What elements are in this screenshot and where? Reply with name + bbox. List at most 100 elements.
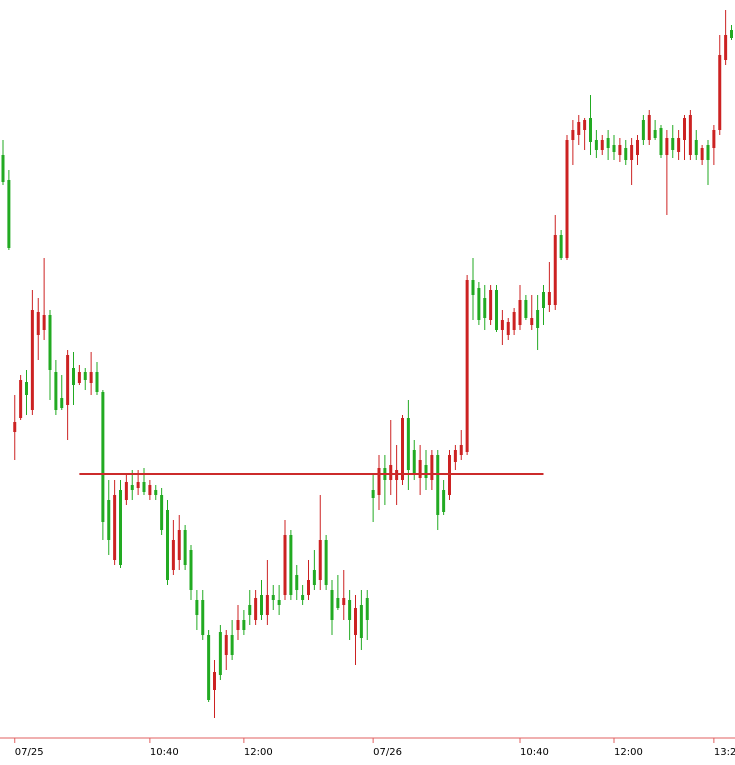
- x-tick-label: 10:40: [520, 747, 549, 758]
- candle-body: [612, 145, 616, 152]
- candle-body: [301, 595, 305, 600]
- candle-body: [218, 632, 222, 675]
- candle-body: [430, 455, 434, 480]
- candle-body: [412, 450, 416, 475]
- candle-body: [594, 140, 598, 150]
- candle-body: [230, 635, 234, 655]
- candle-body: [7, 180, 11, 248]
- candle-body: [518, 300, 522, 325]
- candle-body: [224, 635, 228, 655]
- candle-body: [130, 485, 134, 490]
- candle-body: [48, 315, 52, 370]
- x-tick-label: 07/26: [373, 747, 402, 758]
- candle-body: [13, 422, 17, 432]
- candle-body: [706, 145, 710, 160]
- candle-body: [506, 322, 510, 335]
- candle-body: [659, 128, 663, 155]
- candle-body: [483, 298, 487, 318]
- candle-body: [142, 482, 146, 492]
- candle-body: [559, 235, 563, 258]
- candle-body: [524, 300, 528, 318]
- candle-body: [342, 598, 346, 605]
- candle-body: [201, 600, 205, 635]
- candle-body: [77, 372, 81, 383]
- candle-body: [418, 460, 422, 478]
- candle-body: [19, 380, 23, 418]
- candle-body: [207, 635, 211, 700]
- candle-body: [547, 292, 551, 305]
- candle-body: [330, 590, 334, 620]
- candle-body: [283, 535, 287, 595]
- candle-body: [260, 595, 263, 615]
- candle-body: [242, 620, 246, 630]
- candle-body: [36, 312, 40, 335]
- candle-body: [571, 130, 575, 140]
- candle-body: [348, 600, 352, 620]
- candle-body: [324, 540, 328, 585]
- candle-body: [95, 372, 99, 392]
- candle-body: [600, 140, 604, 150]
- candle-body: [83, 372, 87, 380]
- candle-body: [553, 235, 557, 305]
- candle-body: [89, 372, 93, 383]
- candle-body: [694, 140, 698, 155]
- candle-body: [336, 598, 340, 608]
- candle-body: [154, 490, 158, 495]
- candle-body: [724, 35, 728, 60]
- candle-body: [465, 280, 469, 452]
- candle-body: [424, 465, 428, 478]
- candle-body: [577, 122, 581, 135]
- candle-body: [371, 490, 375, 498]
- candle-body: [177, 530, 181, 560]
- candle-body: [359, 605, 363, 638]
- candle-body: [119, 490, 122, 565]
- candle-body: [677, 138, 681, 152]
- candle-body: [365, 598, 369, 620]
- x-tick-label: 12:00: [614, 747, 643, 758]
- candle-body: [641, 120, 645, 140]
- candle-body: [718, 55, 722, 130]
- candle-body: [688, 115, 692, 155]
- candle-body: [671, 138, 675, 150]
- x-tick-label: 07/25: [15, 747, 44, 758]
- candle-body: [589, 118, 592, 142]
- candle-body: [295, 575, 299, 590]
- candle-body: [66, 355, 70, 405]
- candle-body: [377, 468, 381, 495]
- x-tick-label: 12:00: [244, 747, 273, 758]
- candle-body: [730, 30, 733, 38]
- candle-body: [459, 445, 463, 455]
- candle-body: [542, 292, 545, 308]
- x-tick-label: 10:40: [150, 747, 179, 758]
- candle-body: [406, 418, 410, 470]
- candle-body: [453, 450, 457, 462]
- candle-body: [618, 145, 622, 155]
- candle-body: [583, 120, 587, 130]
- candle-body: [124, 482, 128, 500]
- candle-body: [665, 138, 669, 155]
- candle-body: [683, 118, 686, 140]
- candle-body: [536, 310, 540, 328]
- candle-body: [530, 318, 534, 325]
- candle-body: [289, 535, 293, 595]
- candle-body: [271, 595, 275, 600]
- candle-body: [606, 138, 610, 148]
- candle-body: [700, 148, 704, 160]
- candle-body: [307, 580, 310, 595]
- candle-body: [160, 495, 164, 530]
- candle-body: [183, 530, 187, 565]
- candle-body: [113, 495, 117, 560]
- candle-body: [72, 368, 75, 385]
- candle-body: [107, 500, 111, 540]
- candle-body: [712, 130, 716, 148]
- candle-body: [265, 595, 269, 615]
- candle-body: [401, 418, 404, 480]
- candle-body: [213, 672, 216, 690]
- candle-body: [148, 485, 152, 495]
- candle-body: [489, 290, 493, 320]
- candle-body: [101, 392, 105, 522]
- candle-body: [254, 598, 258, 620]
- candle-body: [500, 320, 504, 330]
- candle-body: [477, 288, 481, 320]
